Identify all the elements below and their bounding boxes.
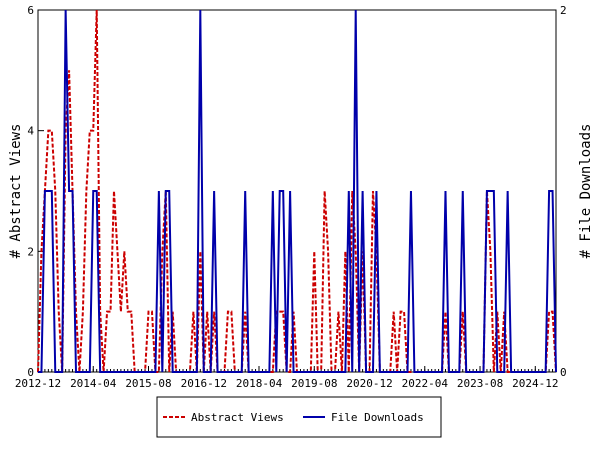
x-tick-label: 2015-08 bbox=[125, 377, 171, 390]
y-tick-label: 0 bbox=[27, 366, 34, 379]
y2-axis-label: # File Downloads bbox=[578, 124, 594, 259]
legend-label: Abstract Views bbox=[191, 411, 284, 424]
y2-tick-label: 0 bbox=[560, 366, 567, 379]
y-axis-label: # Abstract Views bbox=[8, 124, 24, 259]
series-line bbox=[37, 9, 557, 373]
plot-frame bbox=[37, 9, 557, 373]
x-tick-label: 2019-08 bbox=[291, 377, 337, 390]
y-tick-label: 6 bbox=[27, 4, 34, 17]
series-line bbox=[38, 9, 557, 373]
x-tick-label: 2024-12 bbox=[512, 377, 558, 390]
y2-tick-label: 2 bbox=[560, 4, 567, 17]
x-tick-label: 2014-04 bbox=[70, 377, 117, 390]
x-tick-label: 2023-08 bbox=[457, 377, 503, 390]
y-tick-label: 4 bbox=[27, 125, 34, 138]
legend-box bbox=[156, 396, 442, 438]
x-tick-label: 2018-04 bbox=[236, 377, 283, 390]
x-tick-label: 2012-12 bbox=[15, 377, 61, 390]
x-tick-label: 2022-04 bbox=[402, 377, 449, 390]
y-tick-label: 2 bbox=[27, 245, 34, 258]
x-tick-label: 2016-12 bbox=[181, 377, 227, 390]
legend-label: File Downloads bbox=[331, 411, 424, 424]
x-tick-label: 2020-12 bbox=[346, 377, 392, 390]
